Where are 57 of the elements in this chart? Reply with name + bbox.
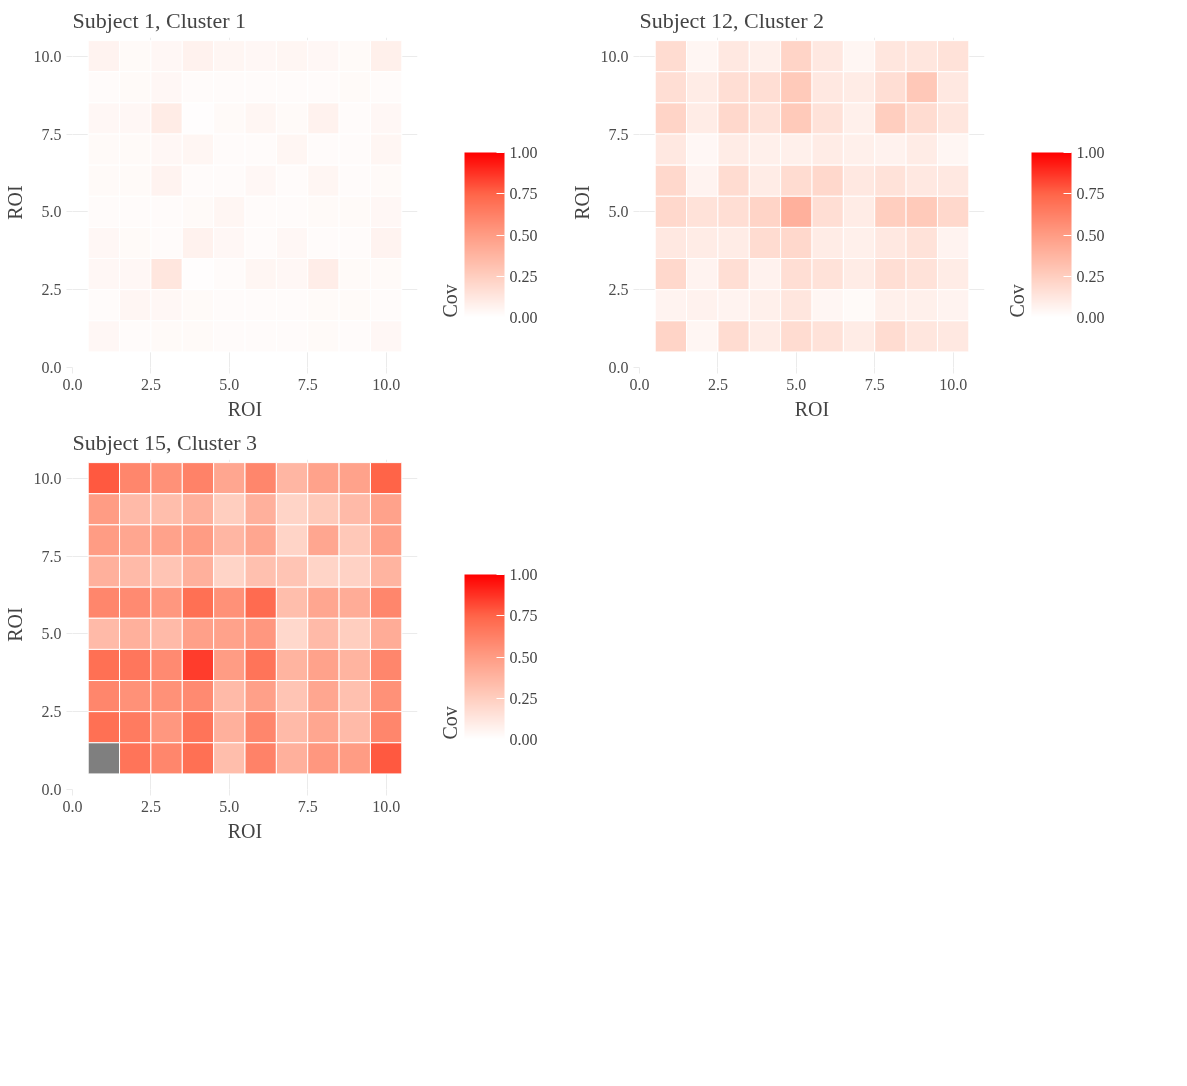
x-tick-label: 2.5: [707, 375, 728, 393]
color-bar-label: 0.50: [1076, 226, 1105, 244]
x-tick-label: 7.5: [297, 797, 318, 815]
color-bar-label: 1.00: [1076, 144, 1105, 161]
y-axis-title: ROI: [3, 607, 26, 642]
y-tick-label: 7.5: [608, 125, 629, 143]
color-bar-label: 0.00: [1076, 309, 1105, 326]
color-bar-label: 0.00: [509, 309, 538, 326]
x-tick-label: 5.0: [219, 375, 240, 393]
y-tick-label: 5.0: [608, 203, 629, 221]
x-tick-label: 7.5: [864, 375, 885, 393]
color-bar-label: 0.75: [509, 185, 538, 203]
y-tick-label: 0.0: [608, 359, 629, 376]
chart-title: Subject 1, Cluster 1: [72, 7, 247, 33]
color-bar-label: 0.75: [1076, 185, 1105, 203]
y-tick-label: 7.5: [41, 125, 62, 143]
color-bar-label: 0.25: [509, 267, 538, 285]
y-tick-label: 10.0: [600, 47, 629, 65]
x-axis-title: ROI: [227, 397, 263, 420]
y-axis-title: ROI: [570, 185, 593, 220]
color-bar-label: 0.00: [509, 731, 538, 748]
y-tick-label: 2.5: [608, 281, 629, 299]
x-tick-label: 2.5: [140, 375, 161, 393]
x-tick-label: 5.0: [219, 797, 240, 815]
x-axis-title: ROI: [227, 819, 263, 842]
y-tick-label: 2.5: [41, 703, 62, 721]
color-bar-label: 0.75: [509, 607, 538, 625]
y-tick-label: 0.0: [41, 781, 62, 798]
x-tick-label: 5.0: [786, 375, 807, 393]
x-tick-label: 7.5: [297, 375, 318, 393]
color-bar-label: 0.50: [509, 648, 538, 666]
color-bar-title: Cov: [438, 706, 461, 740]
color-bar-label: 1.00: [509, 144, 538, 161]
y-axis-title: ROI: [3, 185, 26, 220]
chart-title: Subject 12, Cluster 2: [639, 7, 825, 33]
chart-title: Subject 15, Cluster 3: [72, 429, 258, 455]
color-bar-label: 1.00: [509, 566, 538, 583]
y-tick-label: 10.0: [33, 47, 62, 65]
x-tick-label: 10.0: [372, 797, 401, 815]
color-bar-label: 0.25: [509, 689, 538, 707]
x-tick-label: 10.0: [939, 375, 968, 393]
x-tick-label: 0.0: [62, 797, 83, 815]
y-tick-label: 5.0: [41, 203, 62, 221]
color-bar-label: 0.50: [509, 226, 538, 244]
x-axis-title: ROI: [794, 397, 830, 420]
x-tick-label: 2.5: [140, 797, 161, 815]
color-bar-title: Cov: [1005, 284, 1028, 318]
x-tick-label: 10.0: [372, 375, 401, 393]
y-tick-label: 7.5: [41, 547, 62, 565]
x-tick-label: 0.0: [62, 375, 83, 393]
y-tick-label: 0.0: [41, 359, 62, 376]
color-bar-label: 0.25: [1076, 267, 1105, 285]
y-tick-label: 2.5: [41, 281, 62, 299]
color-bar-title: Cov: [438, 284, 461, 318]
y-tick-label: 10.0: [33, 469, 62, 487]
x-tick-label: 0.0: [629, 375, 650, 393]
y-tick-label: 5.0: [41, 625, 62, 643]
